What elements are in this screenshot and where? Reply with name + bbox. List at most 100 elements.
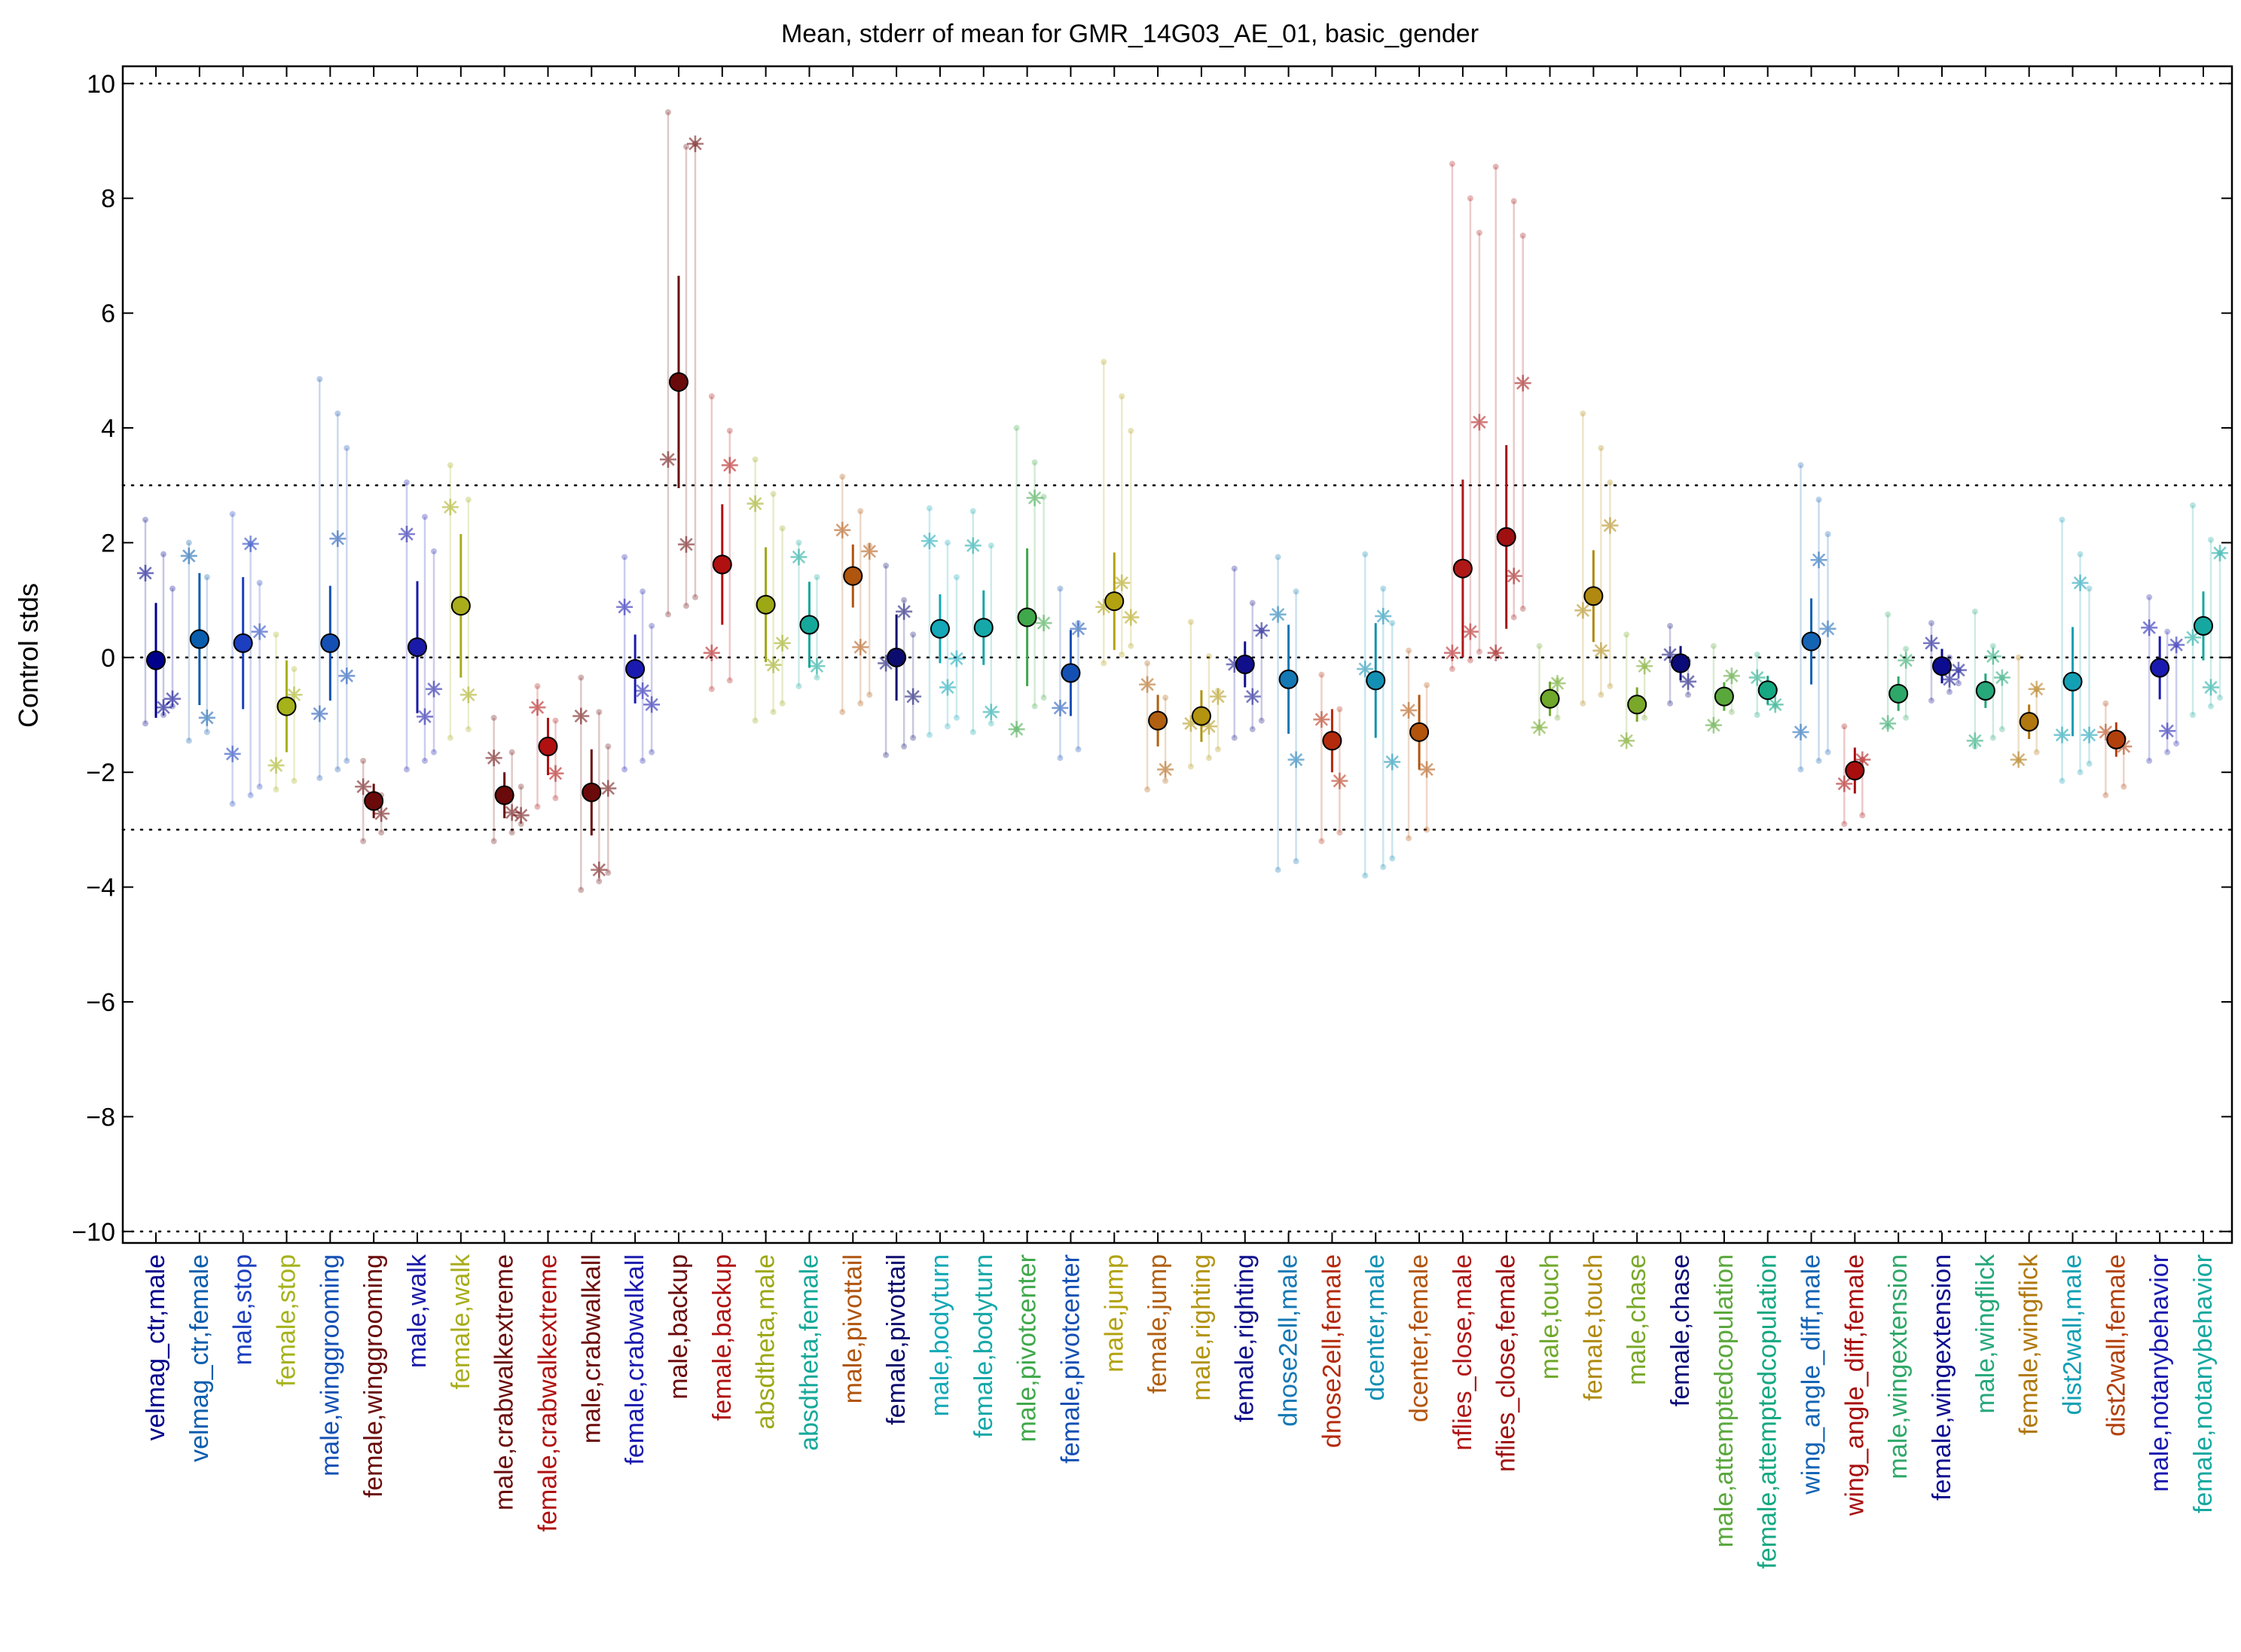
fly-mean-star [2053,726,2071,744]
data-point-group [1182,618,1226,770]
data-point-group [1531,643,1566,736]
data-point-group [964,508,1000,735]
x-tick-label: wing_angle_diff,male [1797,1254,1826,1495]
range-end-dot [1424,682,1430,689]
star-stroke [313,707,327,721]
x-tick-label: female,crabwalkall [621,1254,649,1465]
x-tick-label: wing_angle_diff,female [1840,1254,1869,1516]
star-stroke [748,496,762,511]
x-tick-label: velmag_ctr,male [142,1254,170,1441]
range-end-dot [1956,680,1962,687]
fly-mean-star [686,135,704,152]
data-point-group [2141,594,2185,764]
star-stroke [1620,734,1633,747]
star-stroke [1812,553,1826,566]
fly-mean-star [1819,620,1836,637]
range-end-dot [1476,649,1482,655]
range-end-dot [2059,516,2065,523]
mean-marker [756,594,776,615]
fly-mean-star [416,708,433,725]
star-stroke [941,680,954,695]
fly-mean-star [1574,602,1592,619]
fly-mean-star [659,450,676,468]
range-end-dot [1205,653,1212,660]
data-point-group [659,108,704,618]
range-end-dot [1318,671,1325,678]
star-stroke [1821,622,1835,636]
range-end-dot [1492,163,1499,170]
range-end-dot [708,393,715,400]
range-end-dot [1824,749,1831,756]
star-stroke [548,767,563,780]
range-end-dot [1380,585,1387,592]
fly-mean-star [774,634,791,652]
fly-mean-star [896,603,913,620]
mean-marker [407,637,427,658]
range-end-dot [1040,695,1047,701]
x-tick-label: male,crabwalkall [577,1254,606,1443]
star-stroke [1725,669,1739,682]
star-stroke [1507,569,1521,583]
star-stroke [1289,753,1303,767]
star-stroke [1071,622,1085,636]
x-tick-label: male,backup [664,1254,693,1400]
range-end-dot [1754,652,1760,658]
range-end-dot [779,700,786,707]
range-end-dot [203,728,210,735]
data-point-group [1313,671,1348,844]
range-end-dot [490,838,497,844]
fly-mean-star [921,533,938,550]
range-end-dot [1824,530,1831,537]
range-end-dot [1424,826,1430,833]
range-end-dot [1554,714,1561,721]
data-point-group [1226,565,1270,741]
star-stroke [1376,609,1390,623]
star-stroke [1333,774,1347,788]
range-end-dot [1641,714,1648,721]
data-point-group [2010,654,2045,768]
data-point-group [746,456,791,724]
star-stroke [1516,376,1530,390]
range-end-dot [142,720,148,727]
x-tick-label: nflies_close,female [1492,1254,1521,1472]
fly-mean-star [1549,675,1566,692]
mean-marker [843,566,863,586]
x-tick-label: dnose2ell,male [1275,1254,1303,1427]
range-end-dot [1031,459,1038,466]
star-stroke [1053,701,1067,715]
data-point-group [921,505,965,738]
range-end-dot [334,766,341,773]
range-end-dot [752,456,759,463]
star-stroke [950,652,963,666]
range-end-dot [1903,714,1910,721]
x-tick-label: male,pivotcenter [1013,1254,1042,1442]
range-end-dot [343,757,350,764]
x-tick-label: male,jump [1100,1254,1128,1373]
star-stroke [1115,576,1128,590]
data-point-group [703,393,738,692]
range-end-dot [1998,726,2005,733]
range-end-dot [2208,703,2214,710]
mean-marker [1888,683,1909,704]
range-end-dot [1519,232,1526,239]
range-end-dot [1318,838,1325,844]
range-end-dot [2059,777,2065,784]
data-point-group [1052,585,1087,762]
range-end-dot [1231,565,1238,572]
fly-mean-star [2168,637,2185,654]
fly-mean-star [1418,761,1436,778]
range-end-dot [534,803,541,810]
star-stroke [897,605,911,618]
star-stroke [1603,518,1617,533]
range-end-dot [664,108,671,115]
fly-mean-star [2185,629,2201,646]
fly-mean-star [1244,688,1261,705]
star-stroke [2082,728,2096,742]
mean-marker [494,785,514,805]
range-end-dot [2077,551,2084,557]
fly-mean-star [425,680,442,698]
star-stroke [1968,734,1982,747]
range-end-dot [185,737,192,744]
range-end-dot [2173,740,2180,747]
star-stroke [1952,663,1965,677]
